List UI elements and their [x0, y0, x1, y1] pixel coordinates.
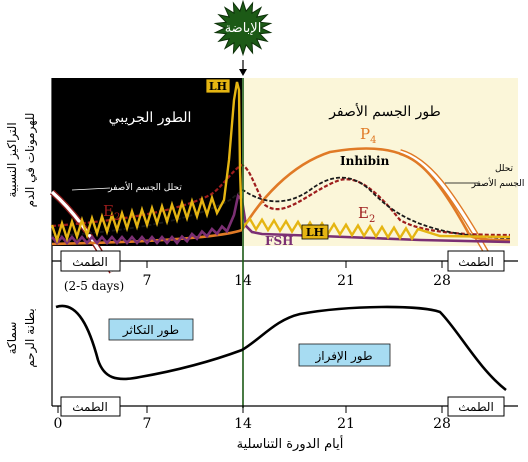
bottom-axis-ticks: 0 7 14 21 28: [54, 406, 451, 432]
bottom-axis-tick-label: 7: [143, 416, 152, 432]
e2-right-label: E2: [358, 204, 375, 225]
e2-curve: [51, 163, 511, 237]
ovulation-label: الإباضة: [225, 21, 262, 36]
luteal-phase-background: [242, 78, 518, 246]
endometrium-thickness-curve: [55, 304, 507, 392]
lh-top-label: LH: [209, 80, 227, 93]
menses-box-middle-left: [60, 250, 121, 272]
bottom-axis-tick-label: 0: [54, 416, 63, 432]
middle-axis-ticks: 7 14 21 28: [143, 261, 451, 289]
follicular-phase-background: [52, 78, 242, 246]
follicular-phase-label: الطور الجريبي: [109, 110, 192, 126]
secretory-phase-box: [298, 343, 391, 367]
corpus-luteum-decay-left-pointer: [71, 187, 111, 191]
menses-label-bottom-left: الطمث: [72, 400, 108, 414]
secretory-phase-label: طور الإفراز: [314, 349, 372, 364]
menses-box-middle-right: [447, 250, 505, 272]
y-axis-endometrium-line1: سماكة: [5, 322, 19, 355]
inhibin-label: Inhibin: [340, 154, 390, 168]
inhibin-curve: [51, 176, 511, 239]
corpus-luteum-decay-right-label-2: الجسم الأصفر: [471, 177, 525, 189]
y-axis-endometrium-line2: بطانة الرحم: [23, 308, 38, 367]
p4-label: P4: [360, 125, 376, 146]
bottom-axis-tick-label: 14: [234, 416, 252, 432]
lh-top-label-box: [205, 78, 231, 94]
proliferative-phase-box: [108, 318, 194, 341]
menses-label-middle-left: الطمث: [72, 255, 108, 269]
fsh-curve: [51, 193, 511, 246]
bottom-axis-tick-label: 21: [337, 416, 355, 432]
corpus-luteum-decay-right-label-1: تحلل: [495, 164, 514, 174]
corpus-luteum-decay-band-right-inner: [399, 150, 488, 253]
menses-duration: (2-5 days): [64, 279, 124, 293]
menses-box-bottom-right: [447, 396, 505, 417]
x-axis-title: أيام الدورة التناسلية: [237, 435, 344, 452]
lh-mid-label: LH: [306, 226, 324, 239]
menses-box-bottom-left: [60, 396, 121, 417]
lh-curve: [50, 81, 511, 245]
y-axis-hormones-line2: للهرمونات في الدم: [23, 113, 38, 208]
middle-axis-tick-label: 28: [433, 273, 451, 289]
ovulation-star-icon: [213, 0, 273, 57]
e2-left-label: E2: [103, 202, 120, 223]
middle-axis-tick-label: 7: [143, 273, 152, 289]
luteal-phase-label: طور الجسم الأصفر: [328, 102, 441, 120]
proliferative-phase-label: طور التكاثر: [122, 323, 179, 338]
menses-label-bottom-right: الطمث: [458, 400, 494, 414]
middle-axis-tick-label: 21: [337, 273, 355, 289]
lh-mid-label-box: [301, 224, 329, 240]
menses-label-middle-right: الطمث: [458, 255, 494, 269]
ovulation-arrow-icon: [239, 69, 247, 76]
bottom-axis-tick-label: 28: [433, 416, 451, 432]
corpus-luteum-decay-left-label: تحلل الجسم الأصفر: [107, 181, 182, 193]
fsh-label: FSH: [265, 234, 294, 248]
y-axis-hormones-line1: التراكيز النسبية: [5, 122, 20, 197]
